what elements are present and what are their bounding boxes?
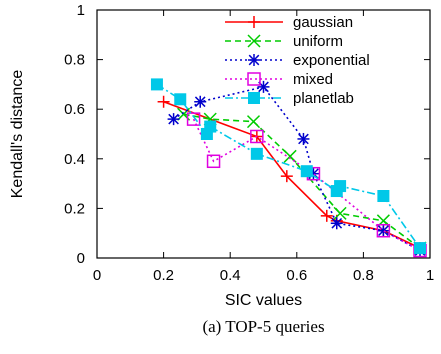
x-axis-label: SIC values xyxy=(225,292,302,309)
data-point xyxy=(414,242,427,255)
series-layer xyxy=(150,78,427,258)
data-point xyxy=(300,165,313,178)
y-tick-label: 1 xyxy=(77,2,85,19)
legend-item-mixed: mixed xyxy=(225,71,333,88)
x-tick-label: 0 xyxy=(93,267,101,284)
legend-label: uniform xyxy=(293,33,343,50)
figure-caption: (a) TOP-5 queries xyxy=(202,317,324,336)
data-point xyxy=(334,180,347,193)
data-point xyxy=(247,34,261,48)
series-line xyxy=(183,113,421,249)
data-point xyxy=(194,95,207,108)
y-axis-label: Kendall's distance xyxy=(9,70,26,199)
series-uniform xyxy=(177,107,427,255)
legend-item-planetlab: planetlab xyxy=(225,90,354,107)
legend-label: exponential xyxy=(293,52,370,69)
plot-border xyxy=(96,9,431,259)
data-point xyxy=(377,224,390,237)
data-point xyxy=(330,217,343,230)
legend-label: gaussian xyxy=(293,14,353,31)
x-tick-label: 0.8 xyxy=(353,267,374,284)
x-tick-label: 1 xyxy=(426,267,434,284)
legend: gaussian uniform exponential mixed planetlab xyxy=(225,14,370,107)
y-tick-label: 0 xyxy=(77,250,85,267)
series-planetlab xyxy=(150,78,427,255)
series-line xyxy=(163,101,421,249)
series-line xyxy=(173,86,421,252)
y-tick-label: 0.8 xyxy=(64,52,85,69)
data-point xyxy=(174,93,187,106)
legend-item-gaussian: gaussian xyxy=(225,14,353,31)
legend-item-uniform: uniform xyxy=(225,33,343,50)
x-tick-label: 0.2 xyxy=(153,267,174,284)
data-point xyxy=(376,223,391,238)
data-point xyxy=(250,129,264,144)
legend-item-exponential: exponential xyxy=(225,52,370,69)
series-line xyxy=(156,83,421,249)
legend-label: planetlab xyxy=(293,90,354,107)
y-tick-label: 0.6 xyxy=(64,101,85,118)
data-point xyxy=(320,209,333,222)
legend-label: mixed xyxy=(293,71,333,88)
data-point xyxy=(280,170,293,183)
data-point xyxy=(250,147,263,160)
data-point xyxy=(377,190,390,202)
data-point xyxy=(246,115,261,129)
x-tick-label: 0.6 xyxy=(286,267,307,284)
data-point xyxy=(157,95,170,108)
y-tick-label: 0.2 xyxy=(64,200,85,217)
data-point xyxy=(248,92,260,104)
data-point xyxy=(248,16,260,28)
data-point xyxy=(206,154,221,169)
series-exponential xyxy=(167,80,427,257)
data-point xyxy=(186,112,201,126)
axis-ticks: 0 0.2 0.4 0.6 0.8 1 0 0.2 0.4 0.6 0.8 1 xyxy=(64,2,434,284)
x-tick-label: 0.4 xyxy=(220,267,241,284)
data-point xyxy=(247,72,261,86)
data-point xyxy=(150,78,163,91)
data-point xyxy=(167,113,180,126)
y-tick-label: 0.4 xyxy=(64,151,85,168)
data-point xyxy=(248,54,260,66)
plot-area xyxy=(96,9,431,259)
data-point xyxy=(204,120,217,133)
data-point xyxy=(297,132,310,145)
